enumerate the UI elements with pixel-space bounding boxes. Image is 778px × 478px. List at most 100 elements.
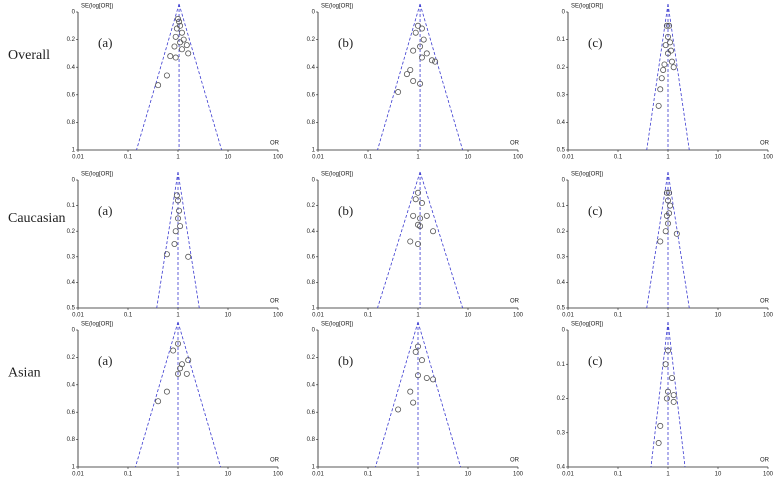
y-axis-label: SE(log[OR]) (321, 172, 353, 178)
study-point (665, 347, 672, 354)
x-axis-label: OR (270, 299, 280, 305)
panel-label: (b) (338, 203, 353, 218)
study-point (172, 33, 179, 40)
study-point (423, 50, 430, 57)
y-tick-label: 0.8 (307, 437, 316, 443)
x-tick-label: 0.01 (72, 155, 84, 161)
study-point (665, 50, 672, 57)
y-tick-label: 0.3 (557, 430, 566, 436)
funnel-edge (419, 3, 464, 151)
x-axis-label: OR (760, 458, 770, 464)
y-axis-label: SE(log[OR]) (81, 322, 113, 328)
funnel-edge (667, 171, 690, 309)
panel-label: (c) (588, 203, 602, 218)
panel-label: (c) (588, 35, 602, 50)
study-point (167, 53, 174, 60)
x-tick-label: 100 (273, 155, 284, 161)
study-point (183, 370, 190, 377)
x-tick-label: 10 (465, 155, 472, 161)
y-tick-label: 0 (72, 10, 76, 16)
x-tick-label: 100 (763, 472, 774, 478)
study-point (177, 365, 184, 372)
panel-label: (b) (338, 353, 353, 368)
y-tick-label: 0.5 (557, 148, 566, 154)
y-tick-label: 0.6 (67, 410, 76, 416)
study-point (418, 200, 425, 207)
study-point (668, 58, 675, 65)
y-tick-label: 0.4 (557, 280, 566, 286)
study-point (414, 343, 421, 350)
x-tick-label: 10 (225, 472, 232, 478)
y-tick-label: 1 (312, 306, 316, 312)
study-point (655, 440, 662, 447)
study-point (673, 230, 680, 237)
study-point (412, 196, 419, 203)
x-tick-label: 0.1 (124, 472, 133, 478)
y-axis-label: SE(log[OR]) (571, 172, 603, 178)
panel-label: (a) (98, 203, 112, 218)
x-tick-label: 100 (273, 313, 284, 319)
x-tick-label: 0.1 (124, 313, 133, 319)
x-tick-label: 0.01 (562, 155, 574, 161)
study-point (412, 348, 419, 355)
study-point (418, 25, 425, 32)
y-tick-label: 0 (562, 328, 566, 334)
x-axis-label: OR (510, 299, 520, 305)
study-point (177, 39, 184, 46)
study-point (410, 47, 417, 54)
y-tick-label: 0.5 (67, 306, 76, 312)
study-point (155, 398, 162, 405)
y-tick-label: 0.4 (67, 65, 76, 71)
x-tick-label: 0.01 (562, 472, 574, 478)
x-tick-label: 0.1 (364, 155, 373, 161)
x-tick-label: 10 (715, 313, 722, 319)
y-tick-label: 0.3 (557, 254, 566, 260)
study-point (185, 253, 192, 260)
study-point (155, 82, 162, 89)
study-point (174, 15, 181, 22)
x-tick-label: 100 (513, 313, 524, 319)
y-axis-label: SE(log[OR]) (321, 4, 353, 10)
x-axis-label: OR (510, 458, 520, 464)
study-point (185, 50, 192, 57)
y-tick-label: 0.4 (307, 382, 316, 388)
study-point (172, 228, 179, 235)
x-tick-label: 10 (225, 155, 232, 161)
study-point (663, 22, 670, 29)
study-point (395, 89, 402, 96)
study-point (163, 72, 170, 79)
funnel-edge (646, 3, 669, 151)
study-point (665, 388, 672, 395)
study-point (395, 406, 402, 413)
study-point (663, 395, 670, 402)
y-axis-label: SE(log[OR]) (81, 4, 113, 10)
y-tick-label: 0.2 (307, 37, 316, 43)
study-point (670, 398, 677, 405)
y-tick-label: 0.2 (557, 396, 566, 402)
x-tick-label: 0.1 (364, 472, 373, 478)
study-point (663, 212, 670, 219)
x-tick-label: 1 (666, 472, 670, 478)
x-tick-label: 100 (763, 313, 774, 319)
x-tick-label: 10 (715, 155, 722, 161)
x-axis-label: OR (760, 299, 770, 305)
funnel-edge (646, 171, 669, 309)
y-tick-label: 0.5 (557, 306, 566, 312)
y-tick-label: 0.2 (307, 355, 316, 361)
study-point (403, 71, 410, 78)
study-point (174, 370, 181, 377)
study-point (667, 39, 674, 46)
funnel-edge (177, 321, 221, 468)
row-label: Asian (8, 366, 41, 381)
study-point (428, 57, 435, 64)
study-point (420, 36, 427, 43)
study-point (174, 340, 181, 347)
y-tick-label: 0.3 (67, 254, 76, 260)
study-point (661, 61, 668, 68)
x-tick-label: 1 (176, 155, 180, 161)
study-point (163, 251, 170, 258)
study-point (173, 25, 180, 32)
y-tick-label: 0.4 (307, 65, 316, 71)
